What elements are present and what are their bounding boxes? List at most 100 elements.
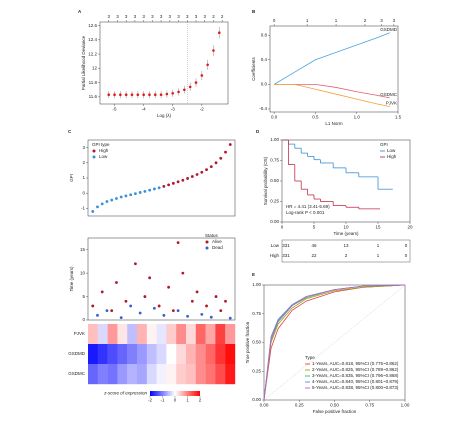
y-tick-label: 2 xyxy=(82,160,85,165)
plot-frame xyxy=(87,139,236,217)
point xyxy=(162,184,166,188)
point xyxy=(190,175,194,178)
point xyxy=(159,93,163,97)
point xyxy=(219,156,223,160)
point xyxy=(119,316,123,320)
point xyxy=(176,180,180,184)
heat-cell xyxy=(195,344,206,365)
x-tick-label: 20 xyxy=(407,225,413,230)
x-tick-label: 0.25 xyxy=(295,403,304,408)
point xyxy=(176,241,180,245)
legend-label: Alive xyxy=(212,239,222,244)
colorbar xyxy=(150,391,200,396)
heat-cell xyxy=(127,324,138,345)
y-tick-label: -0.4 xyxy=(259,106,267,111)
y-tick-label: 1.00 xyxy=(270,137,279,142)
heat-cell xyxy=(88,364,98,385)
heat-cell xyxy=(186,324,196,345)
heat-cell xyxy=(127,364,138,385)
point xyxy=(134,262,137,266)
heat-cell xyxy=(146,364,157,385)
heat-cell xyxy=(117,344,128,365)
top-tick-label: 3 xyxy=(186,14,189,19)
top-tick-label: 3 xyxy=(380,18,383,23)
row-label: PJVK xyxy=(74,331,85,336)
top-tick-label: 3 xyxy=(134,14,137,19)
point xyxy=(228,316,232,320)
heat-cell xyxy=(176,344,187,365)
risk-count: 2 xyxy=(345,253,348,258)
top-tick-label: 3 xyxy=(195,14,198,19)
top-tick-label: 3 xyxy=(116,14,119,19)
y-tick-label: 12.2 xyxy=(88,51,97,56)
risk-count: 22 xyxy=(311,253,317,258)
y-tick-label: 10 xyxy=(80,270,86,275)
point xyxy=(152,187,156,191)
heat-cell xyxy=(186,344,196,365)
x-tick-label: 1.00 xyxy=(401,403,410,408)
heat-cell xyxy=(225,344,236,365)
heat-cell xyxy=(166,344,177,365)
heat-cell xyxy=(107,344,118,365)
point xyxy=(171,181,175,185)
panel-label: E xyxy=(252,272,255,277)
point xyxy=(143,189,147,193)
y-tick-label: 0.25 xyxy=(270,199,279,204)
series-line xyxy=(263,284,406,401)
point xyxy=(200,170,204,174)
point xyxy=(129,304,133,308)
point xyxy=(209,315,213,319)
y-axis-label: Partial Likelihood Deviance xyxy=(81,35,86,90)
point xyxy=(176,309,180,313)
top-tick-label: 2 xyxy=(364,18,367,23)
point xyxy=(138,191,142,194)
heat-cell xyxy=(88,344,98,365)
point xyxy=(124,93,128,97)
point xyxy=(177,90,180,94)
top-tick-label: 2 xyxy=(212,14,215,19)
point xyxy=(186,314,189,318)
x-tick-label: -3 xyxy=(171,107,175,112)
x-tick-label: 0.50 xyxy=(330,403,339,408)
top-tick-label: 3 xyxy=(107,14,110,19)
point xyxy=(195,173,199,176)
point xyxy=(165,92,169,96)
y-tick-label: 12 xyxy=(92,66,98,71)
heat-cell xyxy=(205,364,216,385)
risk-count: 1 xyxy=(377,253,380,258)
legend-label: High xyxy=(99,148,109,153)
heat-cell xyxy=(166,364,177,385)
x-tick-label: 1.0 xyxy=(354,115,361,120)
point xyxy=(224,299,227,303)
point xyxy=(110,198,114,202)
point xyxy=(105,309,109,313)
heat-cell xyxy=(176,364,187,385)
x-axis-label: Time (years) xyxy=(333,231,359,236)
series-line xyxy=(273,32,390,85)
row-label: GSDMD xyxy=(68,351,86,356)
y-tick-label: 5 xyxy=(82,294,85,299)
y-tick-label: 0.25 xyxy=(252,368,261,373)
legend-title: GPI xyxy=(380,142,388,147)
series-end-label: GSDMD xyxy=(380,27,398,32)
legend-label: High xyxy=(387,154,397,159)
top-tick-label: 1 xyxy=(335,18,338,23)
point xyxy=(110,309,114,313)
point xyxy=(217,31,221,34)
legend-label: 5-Years, AUC=0.838, 95%CI (0.800~0.873) xyxy=(312,385,399,390)
point xyxy=(96,313,99,317)
top-tick-label: 3 xyxy=(142,14,145,19)
legend-label: 3-Years, AUC=0.835, 95%CI (0.796~0.868) xyxy=(312,373,399,378)
heat-cell xyxy=(205,324,216,345)
risk-count: 46 xyxy=(311,243,317,248)
heat-cell xyxy=(127,344,138,365)
x-axis-label: L1 Norm xyxy=(325,121,343,126)
legend-label: 1-Years, AUC=0.818, 95%CI (0.775~0.862) xyxy=(312,361,399,366)
point xyxy=(115,281,118,284)
legend-title: Status xyxy=(205,233,219,238)
point xyxy=(130,93,134,97)
heat-cell xyxy=(146,324,157,345)
legend-label: Dead xyxy=(212,245,223,250)
point xyxy=(200,74,204,77)
